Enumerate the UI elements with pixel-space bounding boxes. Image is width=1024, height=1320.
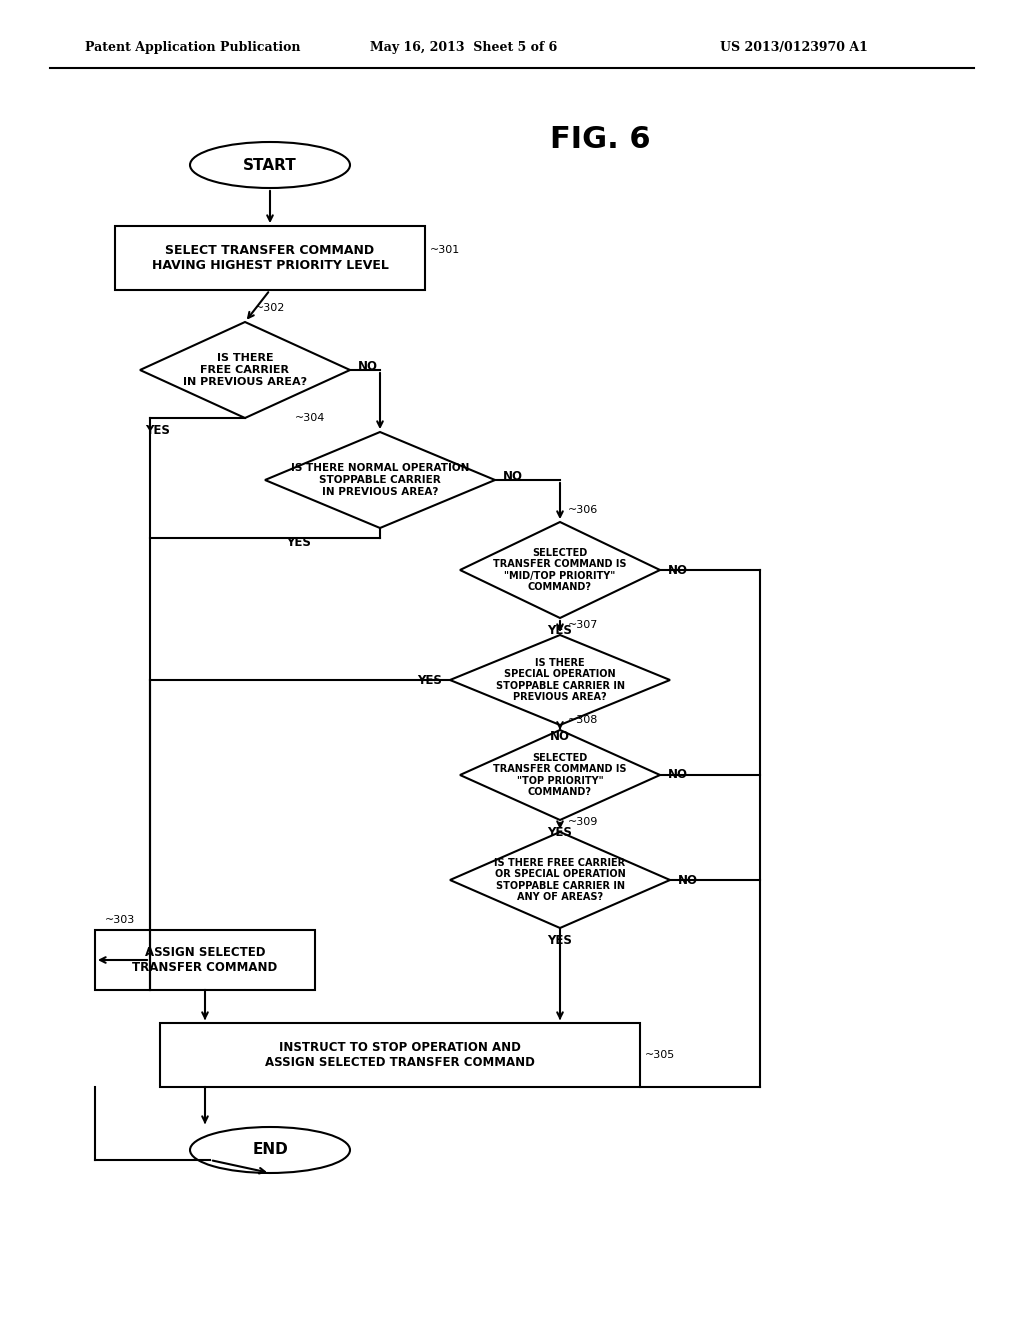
Text: YES: YES xyxy=(145,424,170,437)
Text: Patent Application Publication: Patent Application Publication xyxy=(85,41,300,54)
Text: ASSIGN SELECTED
TRANSFER COMMAND: ASSIGN SELECTED TRANSFER COMMAND xyxy=(132,946,278,974)
Text: IS THERE FREE CARRIER
OR SPECIAL OPERATION
STOPPABLE CARRIER IN
ANY OF AREAS?: IS THERE FREE CARRIER OR SPECIAL OPERATI… xyxy=(495,858,626,903)
Text: ~302: ~302 xyxy=(255,304,286,313)
Text: ~303: ~303 xyxy=(105,915,135,925)
Text: May 16, 2013  Sheet 5 of 6: May 16, 2013 Sheet 5 of 6 xyxy=(370,41,557,54)
Text: NO: NO xyxy=(550,730,570,743)
Text: ~309: ~309 xyxy=(568,817,598,828)
Text: ~304: ~304 xyxy=(295,413,326,422)
Text: SELECT TRANSFER COMMAND
HAVING HIGHEST PRIORITY LEVEL: SELECT TRANSFER COMMAND HAVING HIGHEST P… xyxy=(152,244,388,272)
Bar xyxy=(160,1023,640,1086)
Text: YES: YES xyxy=(548,825,572,838)
Text: SELECTED
TRANSFER COMMAND IS
"TOP PRIORITY"
COMMAND?: SELECTED TRANSFER COMMAND IS "TOP PRIORI… xyxy=(494,752,627,797)
Text: US 2013/0123970 A1: US 2013/0123970 A1 xyxy=(720,41,868,54)
Text: ~301: ~301 xyxy=(430,246,460,255)
Bar xyxy=(115,226,425,290)
Text: INSTRUCT TO STOP OPERATION AND
ASSIGN SELECTED TRANSFER COMMAND: INSTRUCT TO STOP OPERATION AND ASSIGN SE… xyxy=(265,1041,535,1069)
Text: IS THERE
FREE CARRIER
IN PREVIOUS AREA?: IS THERE FREE CARRIER IN PREVIOUS AREA? xyxy=(183,354,307,387)
Text: YES: YES xyxy=(548,623,572,636)
Text: SELECTED
TRANSFER COMMAND IS
"MID/TOP PRIORITY"
COMMAND?: SELECTED TRANSFER COMMAND IS "MID/TOP PR… xyxy=(494,548,627,593)
Text: FIG. 6: FIG. 6 xyxy=(550,125,650,154)
Text: YES: YES xyxy=(548,933,572,946)
Text: YES: YES xyxy=(287,536,311,549)
Text: NO: NO xyxy=(358,359,378,372)
Text: YES: YES xyxy=(417,673,442,686)
Text: ~307: ~307 xyxy=(568,620,598,630)
Text: START: START xyxy=(243,157,297,173)
Text: ~305: ~305 xyxy=(645,1049,675,1060)
Text: IS THERE
SPECIAL OPERATION
STOPPABLE CARRIER IN
PREVIOUS AREA?: IS THERE SPECIAL OPERATION STOPPABLE CAR… xyxy=(496,657,625,702)
Text: ~306: ~306 xyxy=(568,506,598,515)
Text: ~308: ~308 xyxy=(568,715,598,725)
Text: NO: NO xyxy=(503,470,523,483)
Text: IS THERE NORMAL OPERATION
STOPPABLE CARRIER
IN PREVIOUS AREA?: IS THERE NORMAL OPERATION STOPPABLE CARR… xyxy=(291,463,469,496)
Text: NO: NO xyxy=(668,564,688,577)
Bar xyxy=(95,931,315,990)
Text: END: END xyxy=(252,1143,288,1158)
Text: NO: NO xyxy=(668,768,688,781)
Text: NO: NO xyxy=(678,874,698,887)
